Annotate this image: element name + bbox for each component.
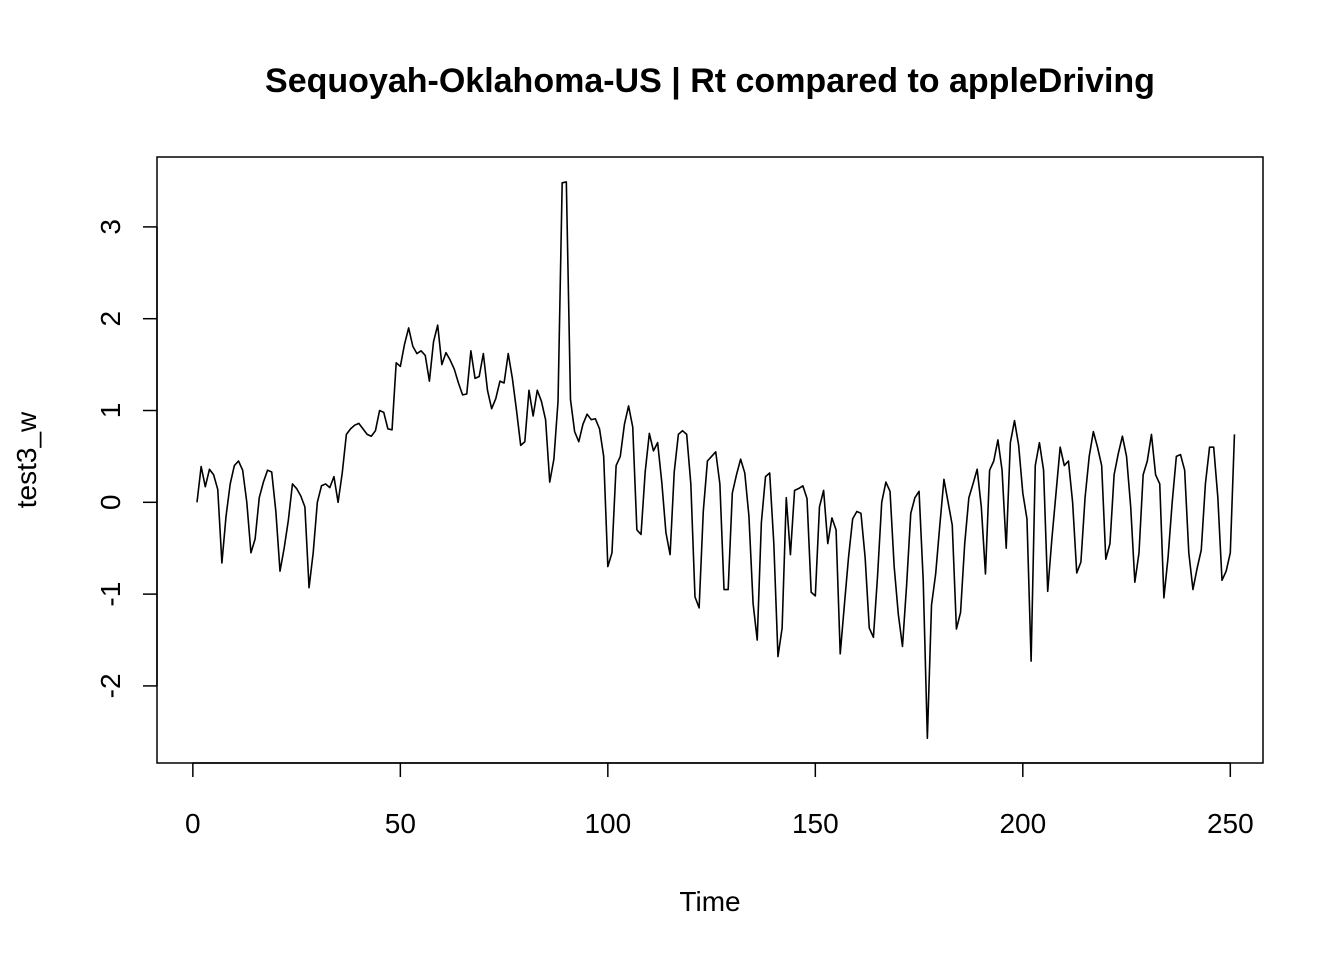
y-tick-label: 0 [95, 495, 126, 511]
y-tick-label: -2 [95, 673, 126, 698]
y-tick-label: 1 [95, 403, 126, 419]
x-tick-label: 100 [584, 808, 631, 839]
x-tick-label: 0 [185, 808, 201, 839]
y-axis: -2 -1 0 1 2 3 [95, 219, 158, 698]
x-tick-label: 250 [1207, 808, 1254, 839]
x-tick-label: 200 [999, 808, 1046, 839]
x-axis: 0 50 100 150 200 250 [185, 762, 1254, 839]
x-axis-label: Time [679, 886, 740, 917]
series-line [196, 181, 1236, 740]
plot-frame [156, 156, 1264, 764]
y-tick-label: 2 [95, 311, 126, 327]
y-axis-label: test3_w [11, 411, 42, 508]
y-tick-label: 3 [95, 219, 126, 235]
y-tick-label: -1 [95, 582, 126, 607]
x-tick-label: 150 [792, 808, 839, 839]
x-tick-label: 50 [385, 808, 416, 839]
chart-title: Sequoyah-Oklahoma-US | Rt compared to ap… [265, 62, 1155, 100]
